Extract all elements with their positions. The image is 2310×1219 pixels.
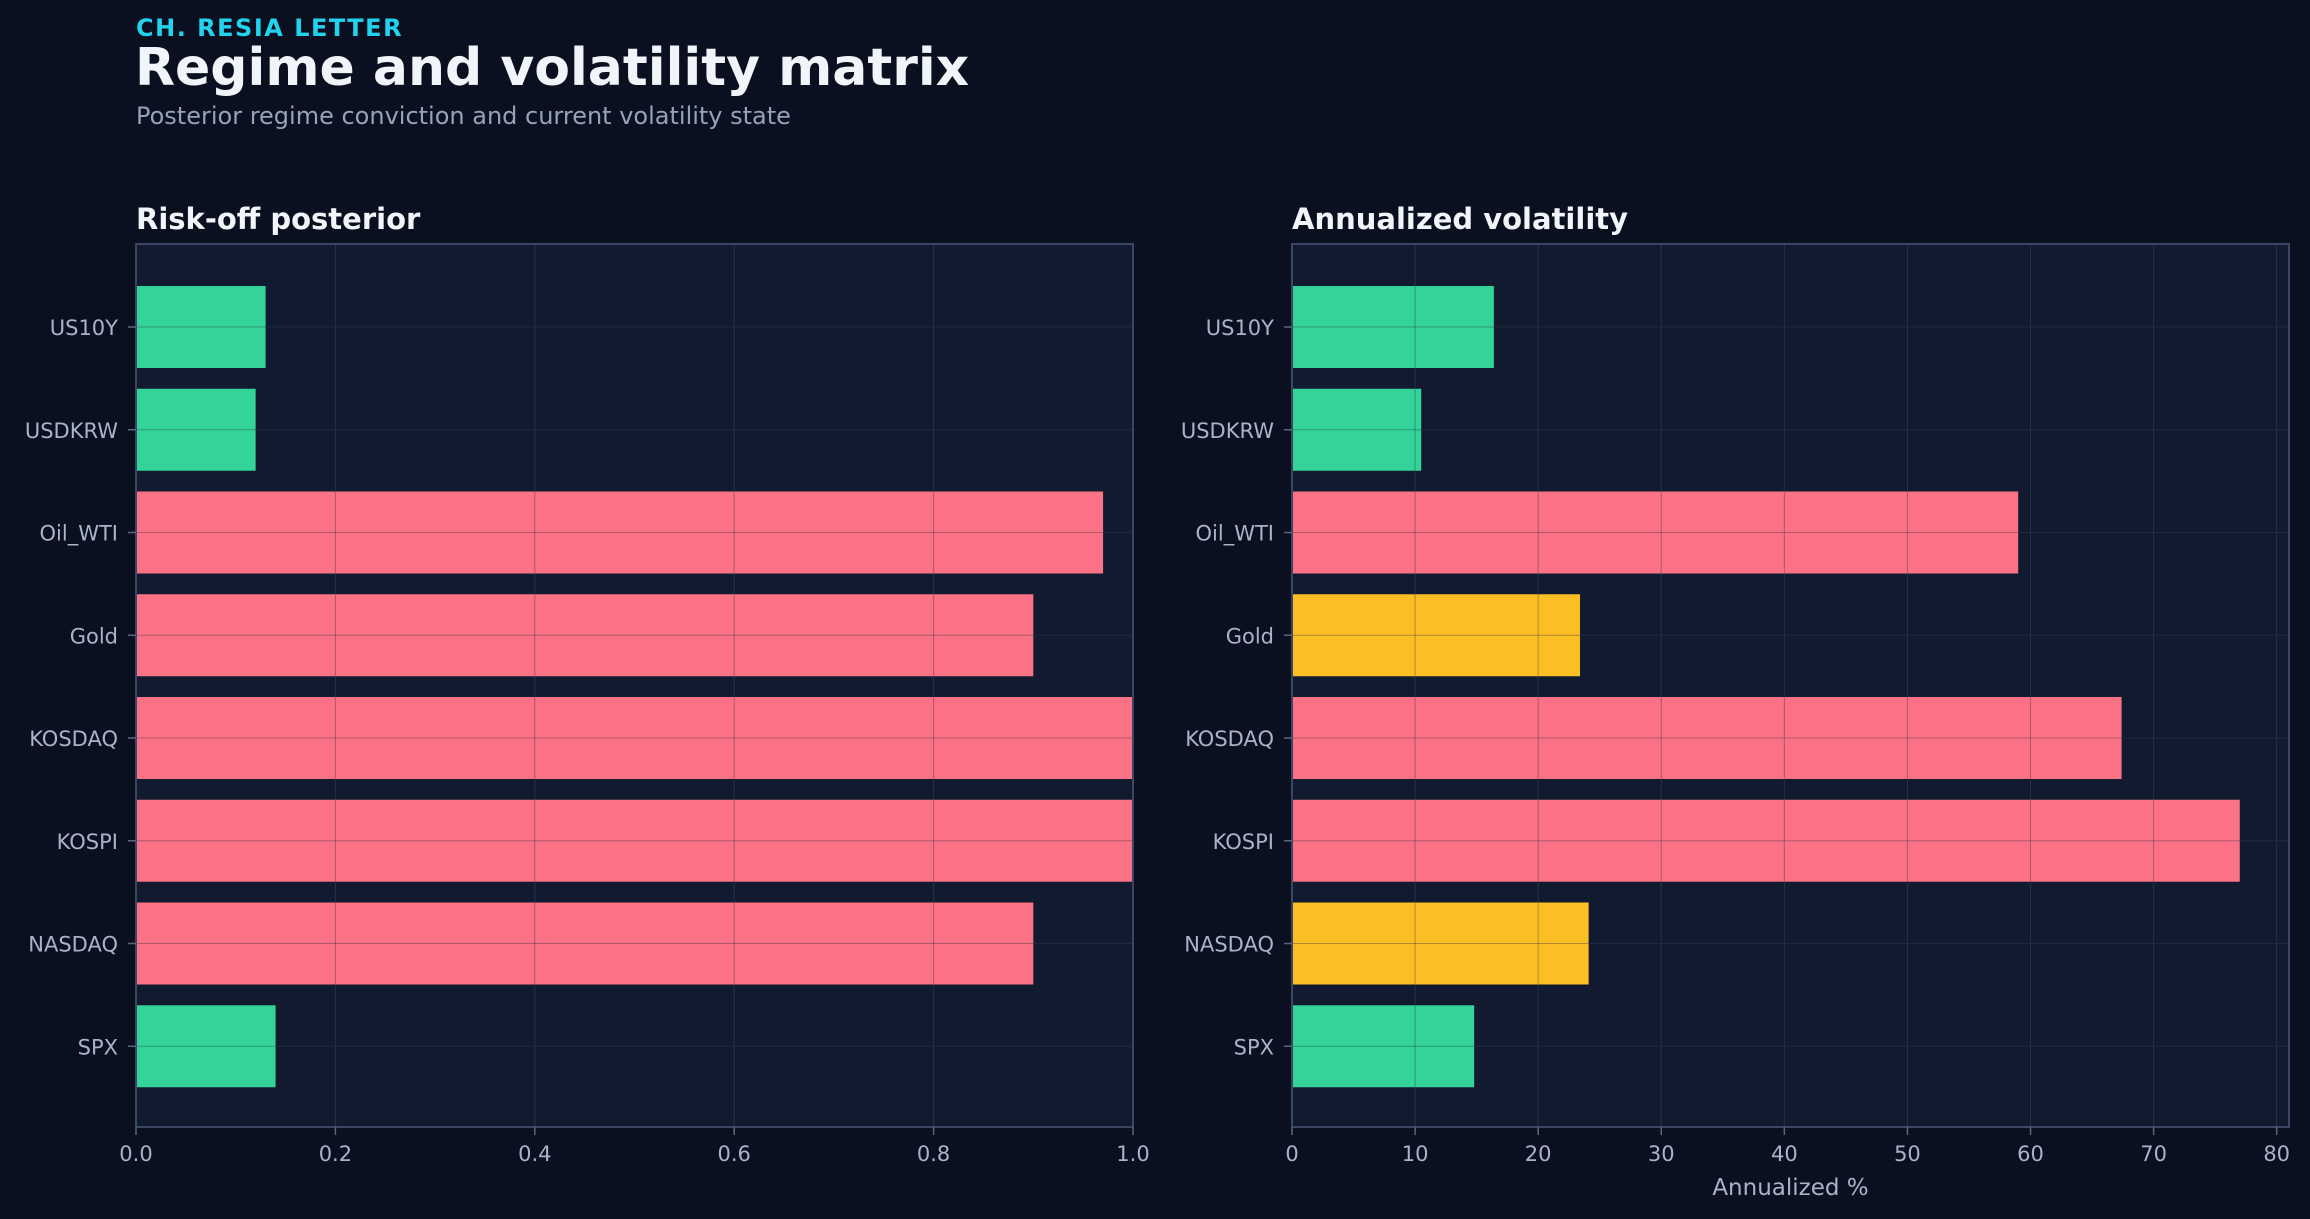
y-tick-label: US10Y [50,316,118,340]
x-tick-label: 70 [2140,1142,2167,1166]
x-tick-label: 80 [2263,1142,2290,1166]
panel-title: Risk-off posterior [136,202,421,236]
bar-nasdaq [1292,902,1589,985]
y-tick-label: USDKRW [25,419,118,443]
x-tick-label: 60 [2017,1142,2044,1166]
y-tick-label: USDKRW [1181,419,1274,443]
bar-gold [136,594,1034,677]
x-tick-label: 1.0 [1116,1142,1149,1166]
bar-usdkrw [1292,388,1422,471]
bar-spx [1292,1005,1475,1088]
y-tick-label: KOSDAQ [29,727,118,751]
x-tick-label: 20 [1525,1142,1552,1166]
y-tick-label: KOSDAQ [1185,727,1274,751]
page-subtitle: Posterior regime conviction and current … [136,102,791,130]
bar-oil-wti [136,491,1104,574]
y-tick-label: KOSPI [57,830,118,854]
x-tick-label: 0.4 [518,1142,551,1166]
panel-title: Annualized volatility [1292,202,1628,236]
x-tick-label: 30 [1648,1142,1675,1166]
x-tick-label: 10 [1402,1142,1429,1166]
y-tick-label: SPX [1234,1035,1274,1059]
y-tick-label: Oil_WTI [1196,522,1274,547]
y-tick-label: SPX [78,1035,118,1059]
bar-usdkrw [136,388,256,471]
y-tick-label: Oil_WTI [40,522,118,547]
x-axis-label: Annualized % [1712,1175,1868,1201]
bar-kospi [136,799,1133,882]
chart-panel-2: Annualized volatility US10Y USDKRW Oil_WTI G… [1181,202,2290,1201]
bar-kospi [1292,799,2240,882]
panel-background [1292,244,2289,1127]
bar-us10y [1292,286,1494,368]
page-title: Regime and volatility matrix [135,38,970,98]
x-tick-label: 50 [1894,1142,1921,1166]
y-tick-label: Gold [1226,624,1274,648]
y-tick-label: NASDAQ [1184,933,1274,957]
bar-spx [136,1005,276,1088]
bar-kosdaq [136,697,1133,779]
y-tick-label: Gold [70,624,118,648]
panel-frame [135,243,1134,1128]
chart-panel-1: Risk-off posterior US10Y USDKRW Oil_WTI Gold… [25,202,1150,1166]
panel-background [136,244,1133,1127]
y-tick-label: KOSPI [1213,830,1274,854]
x-tick-label: 0.8 [917,1142,950,1166]
x-tick-label: 0.6 [717,1142,750,1166]
y-tick-label: US10Y [1206,316,1274,340]
x-tick-label: 0.2 [319,1142,352,1166]
bar-us10y [136,286,266,368]
x-tick-label: 40 [1771,1142,1798,1166]
bar-nasdaq [136,902,1034,985]
bar-oil-wti [1292,491,2019,574]
x-tick-label: 0.0 [119,1142,152,1166]
y-tick-label: NASDAQ [28,933,118,957]
bar-kosdaq [1292,697,2122,779]
bar-gold [1292,594,1581,677]
kicker-label: CH. RESIA LETTER [136,14,404,42]
panel-frame [1291,243,2290,1128]
x-tick-label: 0 [1285,1142,1298,1166]
